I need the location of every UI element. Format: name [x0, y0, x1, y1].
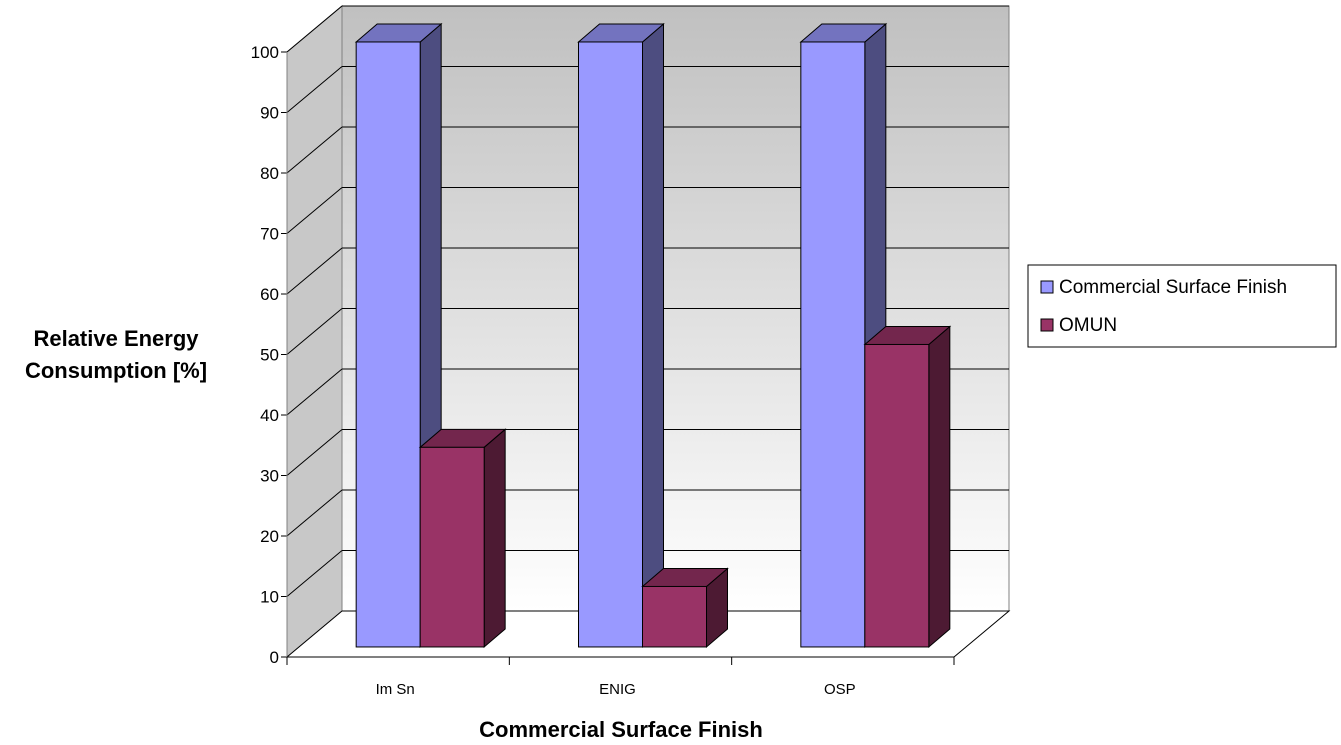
- gridline-side: [286, 5, 343, 53]
- bar-front: [355, 41, 421, 648]
- y-axis-title-line-2: Consumption [%]: [25, 358, 207, 383]
- bar-osp-series-1: [863, 325, 952, 649]
- tick-labels: 0 10 20 30 40 50 60 70 80 90 100 Im Sn ENIG OSP: [251, 43, 856, 698]
- x-tick-label: Im Sn: [376, 681, 415, 698]
- x-axis-title: Commercial Surface Finish: [479, 717, 763, 742]
- y-tick-label: 0: [270, 648, 279, 667]
- legend: Commercial Surface Finish OMUN: [1027, 264, 1337, 348]
- x-tick-label: OSP: [824, 681, 856, 698]
- y-tick-label: 10: [260, 588, 279, 607]
- gridline-side: [286, 368, 343, 416]
- gridline-side: [286, 247, 343, 295]
- legend-label-omun: OMUN: [1059, 315, 1117, 336]
- bar-enig-series-1: [641, 567, 729, 649]
- y-tick-label: 80: [260, 164, 279, 183]
- bar-front: [642, 585, 707, 648]
- bar-front: [578, 41, 643, 648]
- gridline-side: [286, 308, 343, 355]
- y-tick-label: 60: [260, 285, 279, 304]
- bar-enig-series-0: [577, 22, 665, 649]
- bar-side: [483, 428, 506, 649]
- gridline-side: [286, 187, 343, 234]
- bar-im-sn-series-1: [418, 428, 507, 649]
- legend-swatch-omun: [1040, 318, 1054, 332]
- bar-side: [642, 22, 664, 649]
- bars: [354, 22, 952, 649]
- y-tick-label: 90: [260, 104, 279, 123]
- gridline-side: [286, 550, 343, 597]
- gridline-side: [286, 126, 343, 174]
- bar-side: [928, 325, 951, 649]
- y-axis-title-line-1: Relative Energy: [33, 326, 199, 351]
- legend-box: [1027, 264, 1337, 348]
- gridline-side: [286, 66, 343, 113]
- y-tick-label: 70: [260, 225, 279, 244]
- gridline-side: [286, 489, 343, 537]
- gridline-side: [286, 429, 343, 476]
- bar-front: [800, 41, 866, 648]
- legend-label-commercial: Commercial Surface Finish: [1059, 277, 1287, 298]
- x-tick-label: ENIG: [599, 681, 636, 698]
- y-tick-label: 40: [260, 406, 279, 425]
- axes: [286, 52, 955, 665]
- y-tick-label: 30: [260, 467, 279, 486]
- y-tick-label: 20: [260, 527, 279, 546]
- bar-front: [419, 446, 485, 648]
- bar-front: [864, 343, 930, 648]
- y-tick-label: 100: [251, 43, 279, 62]
- legend-swatch-commercial: [1040, 280, 1054, 294]
- y-tick-label: 50: [260, 346, 279, 365]
